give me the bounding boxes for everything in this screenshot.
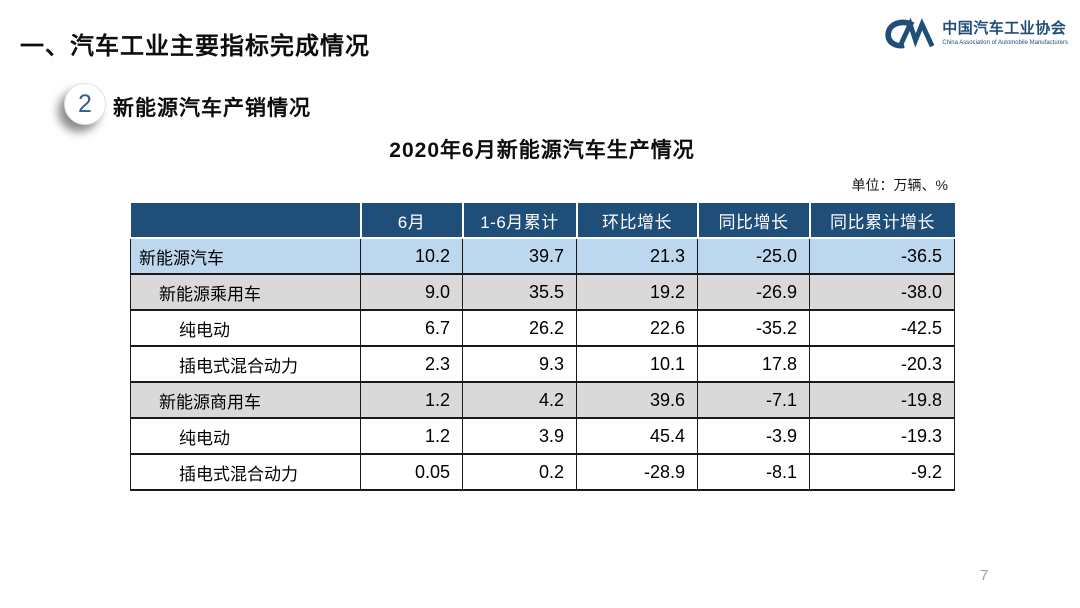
value-cell: 6.7 xyxy=(360,310,463,347)
value-cell: 39.6 xyxy=(576,382,698,419)
column-header: 6月 xyxy=(359,203,463,239)
row-label-cell: 新能源商用车 xyxy=(130,382,361,419)
production-table: 6月 1-6月累计 环比增长 同比增长 同比累计增长 新能源汽车 10.2 39.7 21.3… xyxy=(130,203,955,491)
value-cell: -42.5 xyxy=(809,310,955,347)
value-cell: 3.9 xyxy=(462,418,577,455)
value-cell: 26.2 xyxy=(462,310,577,347)
section-number: 2 xyxy=(78,89,92,118)
value-cell: 0.05 xyxy=(360,454,463,491)
value-cell: 1.2 xyxy=(360,418,463,455)
column-header: 1-6月累计 xyxy=(461,203,577,239)
value-cell: -38.0 xyxy=(809,274,955,311)
table-row: 纯电动 1.2 3.9 45.4 -3.9 -19.3 xyxy=(130,418,955,455)
value-cell: -19.3 xyxy=(809,418,955,455)
value-cell: 9.3 xyxy=(462,346,577,383)
value-cell: 2.3 xyxy=(360,346,463,383)
caam-logo-text: 中国汽车工业协会 China Association of Automobile… xyxy=(942,21,1068,46)
value-cell: 17.8 xyxy=(697,346,810,383)
row-label-cell: 新能源汽车 xyxy=(130,238,361,275)
value-cell: 22.6 xyxy=(576,310,698,347)
caam-logo: 中国汽车工业协会 China Association of Automobile… xyxy=(883,18,1068,50)
column-header xyxy=(130,203,361,239)
value-cell: -20.3 xyxy=(809,346,955,383)
value-cell: -28.9 xyxy=(576,454,698,491)
value-cell: 39.7 xyxy=(462,238,577,275)
value-cell: 0.2 xyxy=(462,454,577,491)
row-label-cell: 纯电动 xyxy=(130,310,361,347)
table-row: 插电式混合动力 0.05 0.2 -28.9 -8.1 -9.2 xyxy=(130,454,955,491)
value-cell: 9.0 xyxy=(360,274,463,311)
table-row: 新能源乘用车 9.0 35.5 19.2 -26.9 -38.0 xyxy=(130,274,955,311)
value-cell: 10.2 xyxy=(360,238,463,275)
unit-note: 单位：万辆、% xyxy=(851,177,948,193)
table-row: 纯电动 6.7 26.2 22.6 -35.2 -42.5 xyxy=(130,310,955,347)
value-cell: -26.9 xyxy=(697,274,810,311)
value-cell: -35.2 xyxy=(697,310,810,347)
table-body: 新能源汽车 10.2 39.7 21.3 -25.0 -36.5 新能源乘用车 9.0 35.5… xyxy=(130,238,955,491)
row-label-cell: 纯电动 xyxy=(130,418,361,455)
row-label-cell: 插电式混合动力 xyxy=(130,454,361,491)
column-header: 同比增长 xyxy=(696,203,810,239)
table-row: 新能源汽车 10.2 39.7 21.3 -25.0 -36.5 xyxy=(130,238,955,275)
value-cell: 4.2 xyxy=(462,382,577,419)
table-row: 新能源商用车 1.2 4.2 39.6 -7.1 -19.8 xyxy=(130,382,955,419)
org-name-en: China Association of Automobile Manufact… xyxy=(942,39,1068,46)
value-cell: 1.2 xyxy=(360,382,463,419)
production-table-wrap: 6月 1-6月累计 环比增长 同比增长 同比累计增长 新能源汽车 10.2 39.7 21.3… xyxy=(130,203,955,491)
caam-logo-icon xyxy=(883,18,935,50)
value-cell: 21.3 xyxy=(576,238,698,275)
table-row: 插电式混合动力 2.3 9.3 10.1 17.8 -20.3 xyxy=(130,346,955,383)
value-cell: -8.1 xyxy=(697,454,810,491)
table-header: 6月 1-6月累计 环比增长 同比增长 同比累计增长 xyxy=(130,203,955,239)
value-cell: -9.2 xyxy=(809,454,955,491)
value-cell: -7.1 xyxy=(697,382,810,419)
value-cell: -25.0 xyxy=(697,238,810,275)
value-cell: 45.4 xyxy=(576,418,698,455)
column-header: 环比增长 xyxy=(575,203,698,239)
value-cell: -36.5 xyxy=(809,238,955,275)
value-cell: 35.5 xyxy=(462,274,577,311)
value-cell: -3.9 xyxy=(697,418,810,455)
page-title: 一、汽车工业主要指标完成情况 xyxy=(20,33,370,60)
value-cell: -19.8 xyxy=(809,382,955,419)
row-label-cell: 插电式混合动力 xyxy=(130,346,361,383)
value-cell: 10.1 xyxy=(576,346,698,383)
section-title: 新能源汽车产销情况 xyxy=(113,97,311,120)
value-cell: 19.2 xyxy=(576,274,698,311)
org-name-zh: 中国汽车工业协会 xyxy=(942,20,1067,38)
table-header-row: 6月 1-6月累计 环比增长 同比增长 同比累计增长 xyxy=(130,203,955,239)
section-number-badge: 2 xyxy=(64,83,106,125)
table-title: 2020年6月新能源汽车生产情况 xyxy=(389,139,695,162)
row-label-cell: 新能源乘用车 xyxy=(130,274,361,311)
column-header: 同比累计增长 xyxy=(808,203,955,239)
page-number: 7 xyxy=(980,567,989,584)
